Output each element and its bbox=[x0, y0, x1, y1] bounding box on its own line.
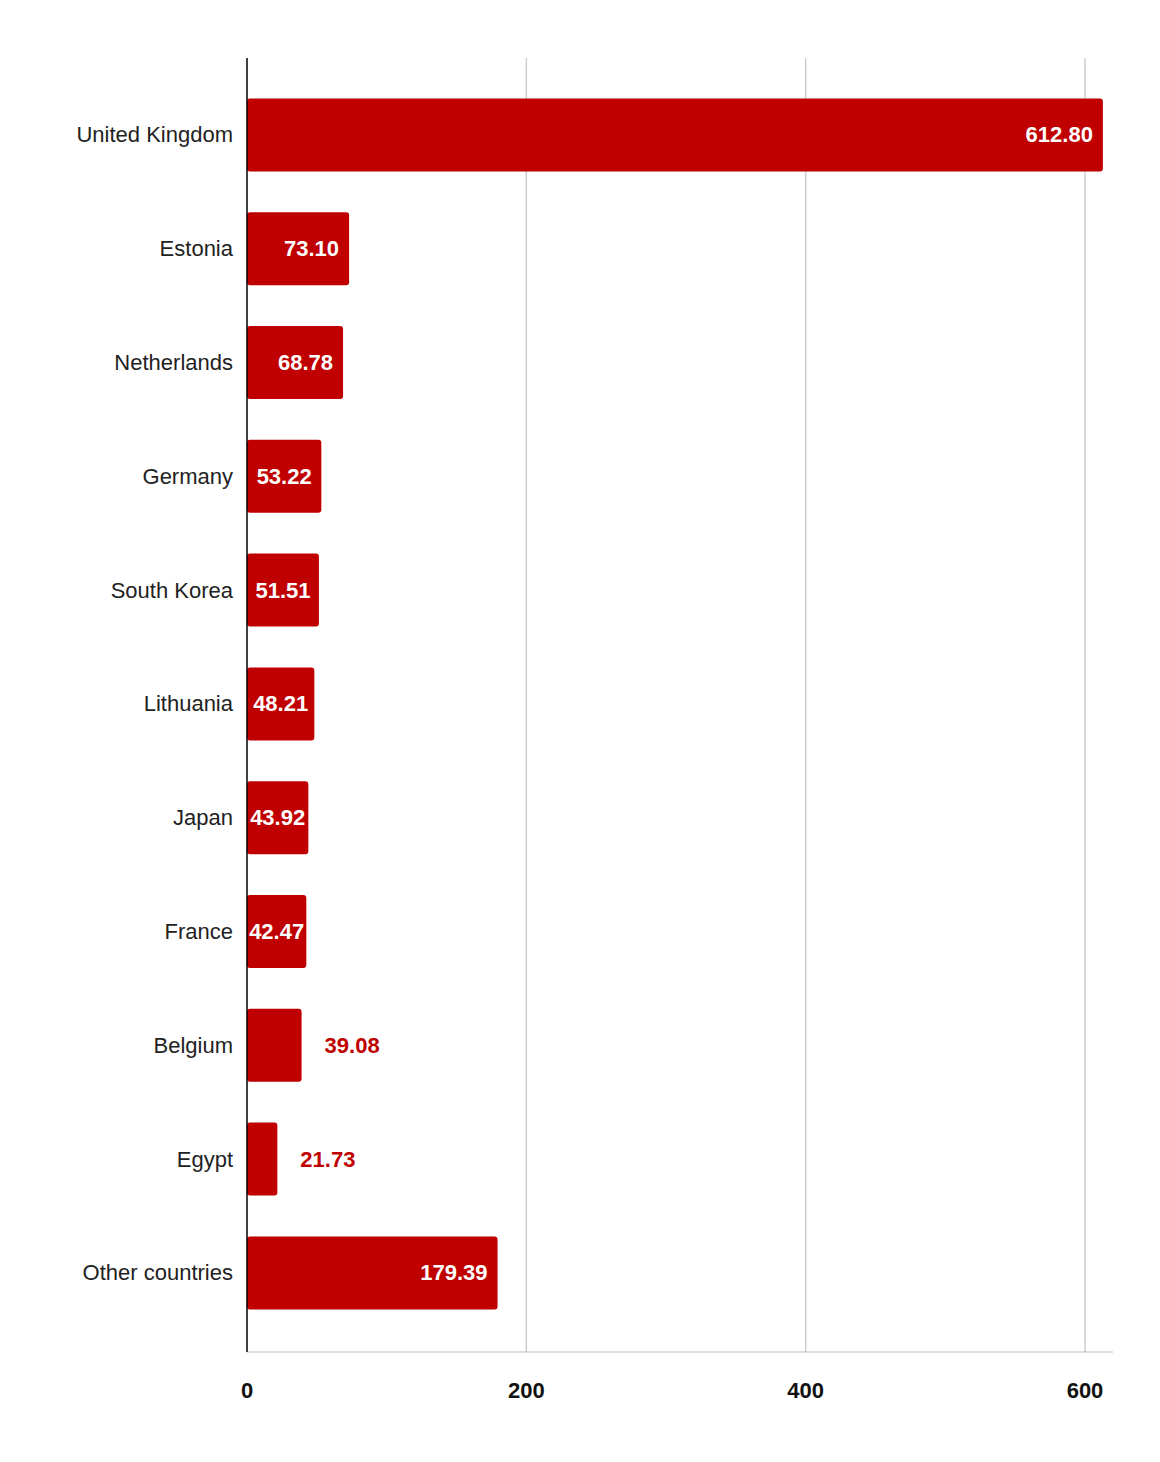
data-label: 68.78 bbox=[278, 350, 333, 375]
data-label: 53.22 bbox=[257, 464, 312, 489]
bar bbox=[247, 1009, 302, 1082]
category-label: France bbox=[165, 919, 233, 944]
category-label: Estonia bbox=[160, 236, 234, 261]
tick-label: 200 bbox=[508, 1378, 545, 1403]
grid-line bbox=[1084, 58, 1086, 1352]
category-label: United Kingdom bbox=[76, 122, 233, 147]
grid bbox=[526, 58, 1085, 1352]
data-label: 42.47 bbox=[249, 919, 304, 944]
data-label: 21.73 bbox=[300, 1147, 355, 1172]
data-label: 612.80 bbox=[1026, 122, 1093, 147]
category-label: Netherlands bbox=[114, 350, 233, 375]
category-label: Other countries bbox=[83, 1260, 233, 1285]
bar bbox=[247, 895, 306, 968]
category-label: Germany bbox=[143, 464, 233, 489]
bar bbox=[247, 212, 349, 285]
x-axis-line bbox=[247, 1352, 1113, 1353]
bar bbox=[247, 98, 1103, 171]
chart-svg: 612.80 73.10 68.78 53.22 51.51 48.21 43.92 42.4… bbox=[0, 0, 1160, 1462]
data-label: 43.92 bbox=[250, 805, 305, 830]
chart-container: 612.80 73.10 68.78 53.22 51.51 48.21 43.92 42.4… bbox=[0, 0, 1160, 1462]
tick-label: 0 bbox=[241, 1378, 253, 1403]
category-label: Lithuania bbox=[144, 691, 234, 716]
bar bbox=[247, 1123, 277, 1196]
category-labels: United Kingdom Estonia Netherlands Germany S… bbox=[76, 122, 233, 1285]
x-tick-labels: 0 200 400 600 bbox=[241, 1378, 1103, 1403]
data-label: 39.08 bbox=[325, 1033, 380, 1058]
bar bbox=[247, 326, 343, 399]
category-label: South Korea bbox=[111, 578, 234, 603]
data-label: 51.51 bbox=[255, 578, 310, 603]
bar bbox=[247, 440, 321, 513]
grid-line bbox=[526, 58, 528, 1352]
data-label: 179.39 bbox=[420, 1260, 487, 1285]
bar bbox=[247, 667, 314, 740]
bar bbox=[247, 554, 319, 627]
data-label: 48.21 bbox=[253, 691, 308, 716]
tick-label: 400 bbox=[787, 1378, 824, 1403]
bar bbox=[247, 1236, 498, 1309]
data-label: 73.10 bbox=[284, 236, 339, 261]
bars bbox=[247, 98, 1103, 1309]
category-label: Japan bbox=[173, 805, 233, 830]
category-label: Egypt bbox=[177, 1147, 233, 1172]
grid-line bbox=[805, 58, 807, 1352]
category-label: Belgium bbox=[154, 1033, 233, 1058]
bar bbox=[247, 781, 308, 854]
data-labels: 612.80 73.10 68.78 53.22 51.51 48.21 43.92 42.4… bbox=[249, 122, 1093, 1285]
y-axis-line bbox=[246, 58, 248, 1352]
tick-label: 600 bbox=[1067, 1378, 1104, 1403]
